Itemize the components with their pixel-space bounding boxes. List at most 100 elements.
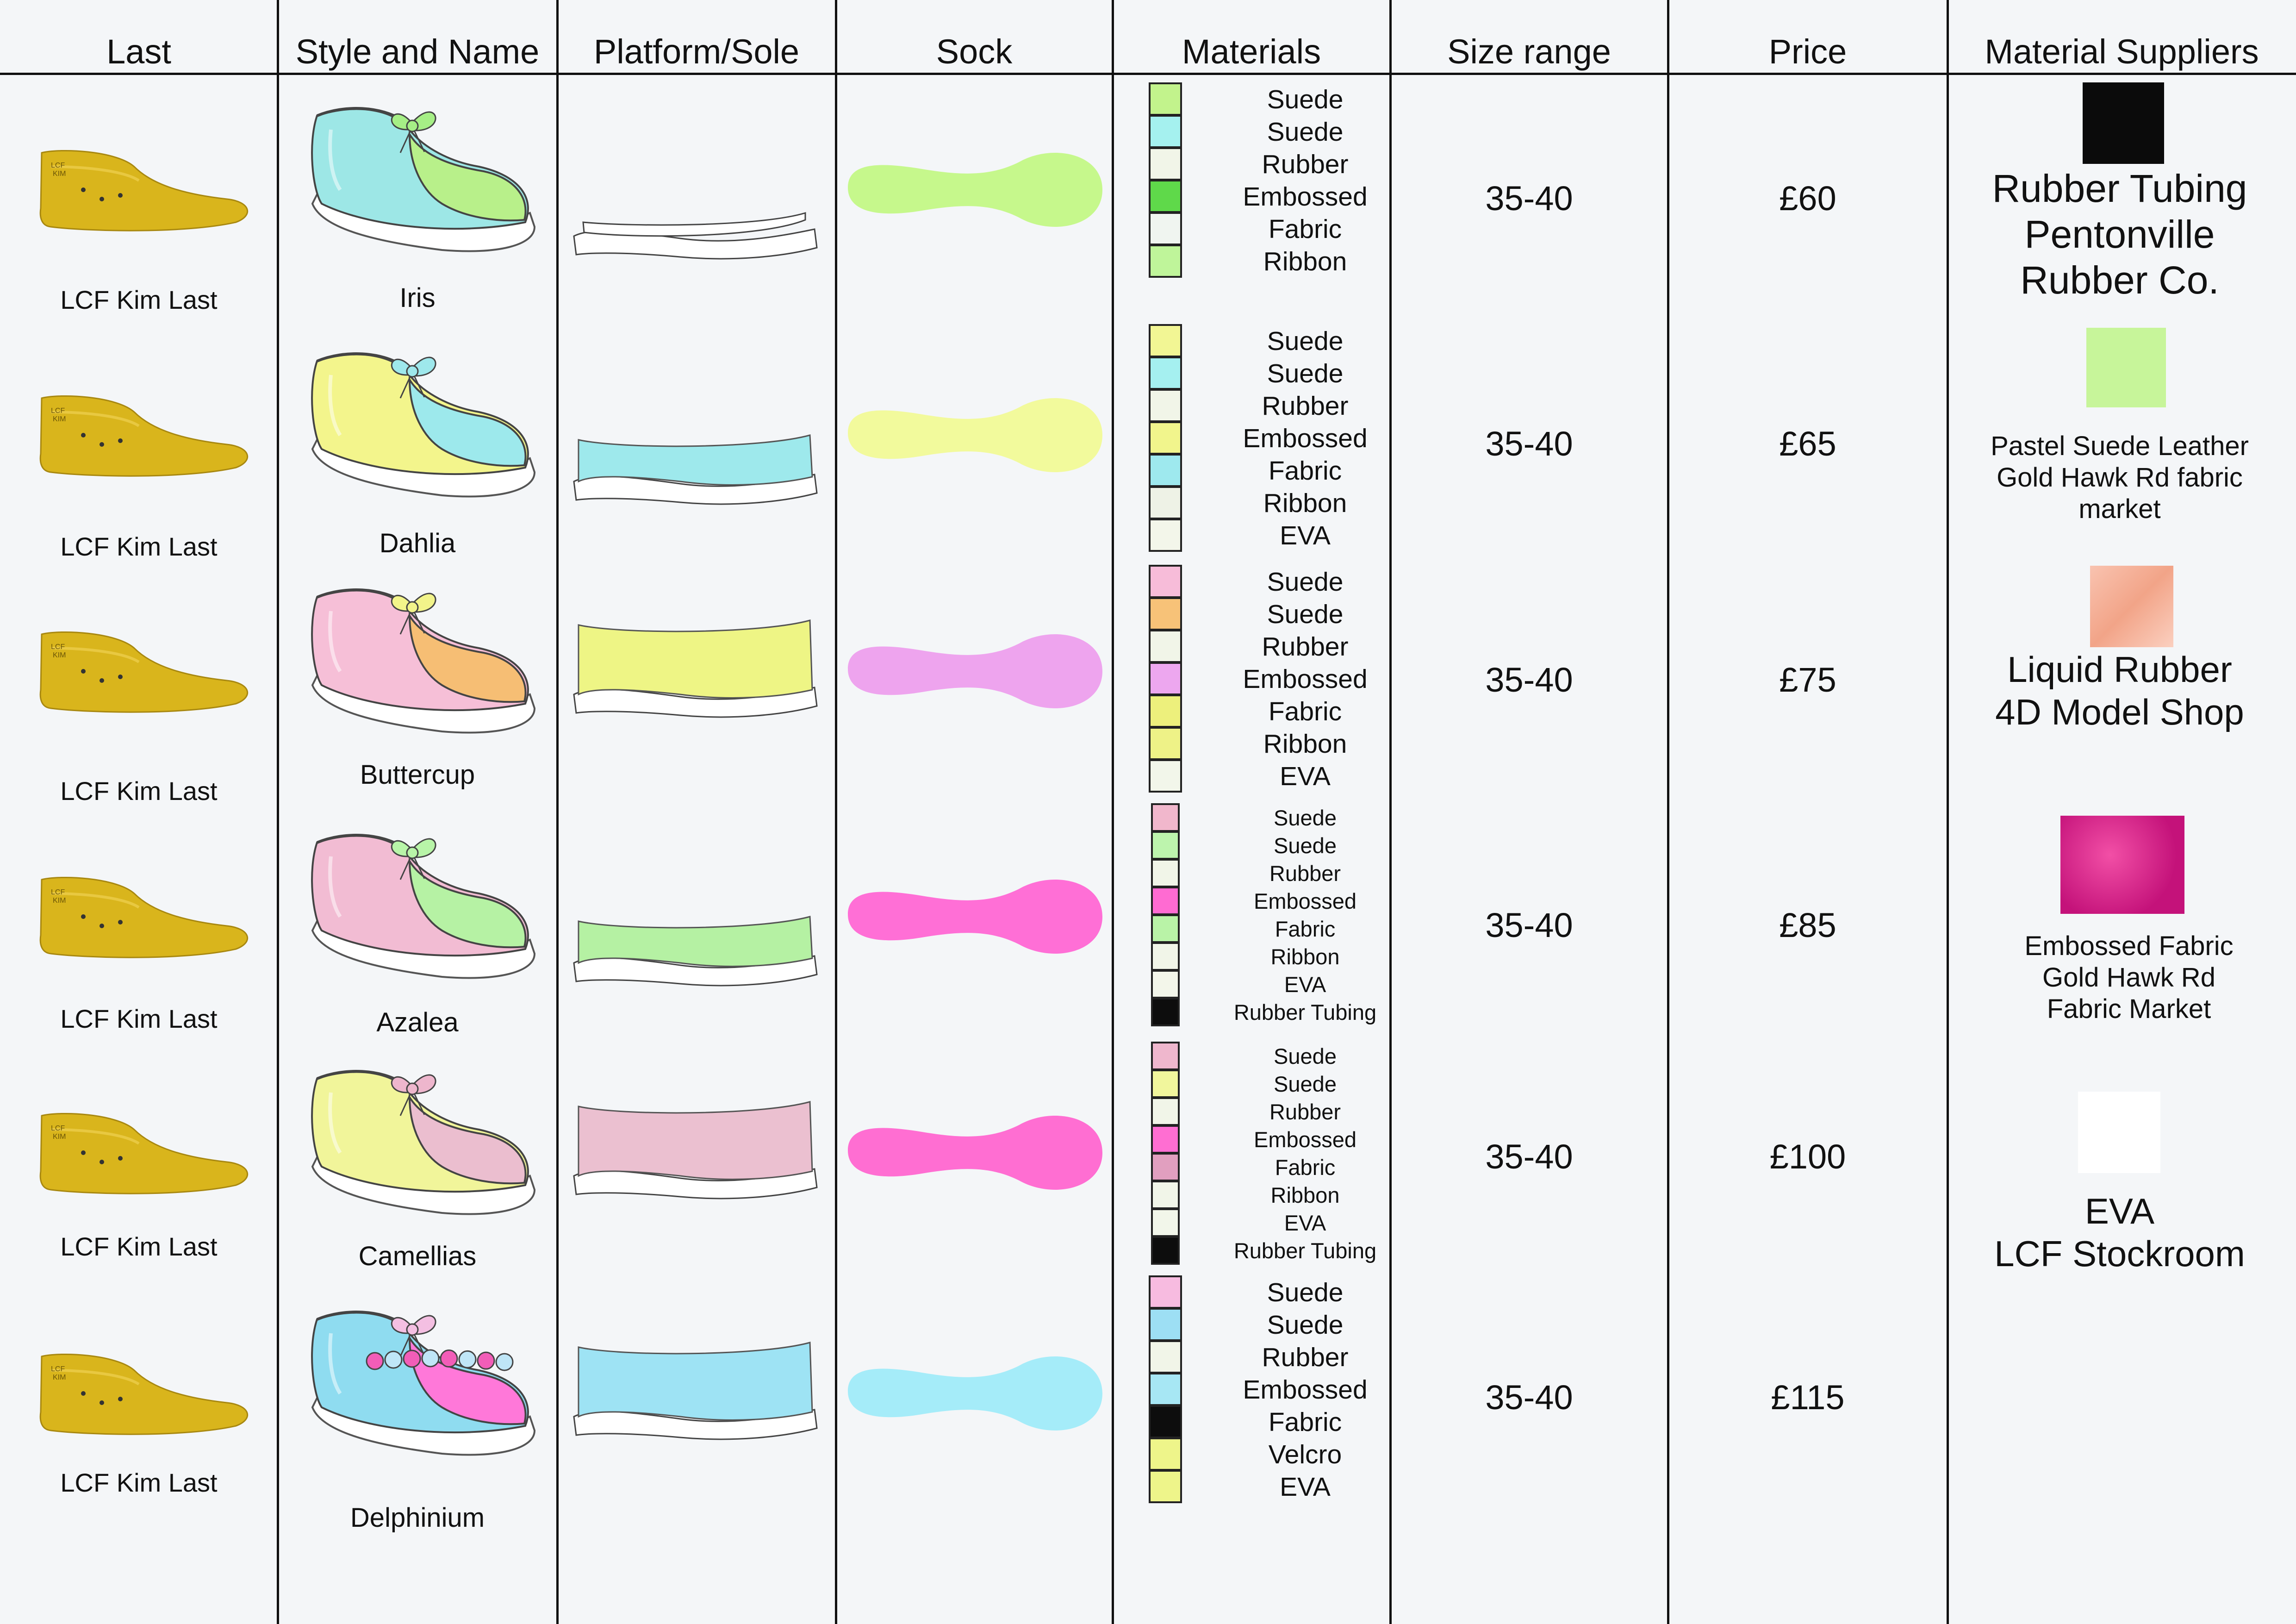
sock-image (848, 634, 1102, 708)
price: £65 (1779, 425, 1836, 463)
material-label: Rubber (1262, 632, 1349, 662)
header-materials: Materials (1182, 32, 1321, 71)
material-swatch (1151, 1153, 1180, 1181)
sock-image (848, 153, 1102, 227)
shoe-illustration-icon (311, 1311, 536, 1456)
material-label: Suede (1274, 1072, 1337, 1096)
platform-sole-icon (573, 434, 818, 505)
supplier-line: Gold Hawk Rd (2042, 962, 2215, 993)
material-swatch (1149, 115, 1182, 148)
header-last: Last (106, 32, 171, 71)
pearl-trim-image (366, 1349, 514, 1371)
svg-text:KIM: KIM (53, 1374, 66, 1381)
platform-sole-icon (573, 212, 818, 260)
material-label: Ribbon (1263, 247, 1347, 276)
material-label: Suede (1267, 1278, 1344, 1307)
supplier-line: Rubber Co. (2020, 258, 2219, 302)
sock-insole-icon (848, 1356, 1102, 1430)
price: £100 (1769, 1137, 1846, 1176)
material-swatch (1149, 727, 1182, 760)
style-name: Delphinium (350, 1503, 485, 1533)
svg-text:LCF: LCF (51, 1124, 65, 1132)
material-swatch (1149, 630, 1182, 663)
platform-sole-image (573, 212, 818, 260)
material-label: Rubber (1262, 391, 1349, 421)
material-swatch (1151, 803, 1180, 832)
shoe-illustration-icon (311, 834, 536, 979)
material-label: Suede (1274, 1044, 1337, 1068)
svg-text:LCF: LCF (51, 162, 65, 169)
platform-sole-image (573, 619, 818, 718)
white-swatch-icon (2078, 1092, 2160, 1173)
header-size: Size range (1447, 32, 1611, 71)
material-swatch (1149, 180, 1182, 213)
supplier-line: EVA (2084, 1191, 2155, 1231)
material-swatch (1151, 887, 1180, 915)
size-range: 35-40 (1485, 661, 1573, 699)
column-divider (556, 0, 559, 1624)
column-divider (1112, 0, 1114, 1624)
size-range: 35-40 (1485, 425, 1573, 463)
material-swatch (1151, 1069, 1180, 1098)
material-swatch (1149, 212, 1182, 245)
platform-sole-icon (573, 1342, 818, 1440)
material-label: Embossed (1243, 1375, 1368, 1405)
svg-text:LCF: LCF (51, 643, 65, 651)
platform-sole-image (573, 1101, 818, 1199)
material-swatch (1151, 942, 1180, 971)
supplier-text: EVA LCF Stockroom (1976, 1190, 2263, 1275)
svg-text:LCF: LCF (51, 888, 65, 896)
svg-text:LCF: LCF (51, 407, 65, 415)
material-swatch (1151, 998, 1180, 1026)
supplier-line: Rubber Tubing (1992, 167, 2247, 210)
material-swatch (1149, 694, 1182, 728)
material-swatch (1149, 82, 1182, 116)
column-divider (1667, 0, 1669, 1624)
material-swatch (1149, 244, 1182, 278)
supplier-line: Fabric Market (2047, 994, 2211, 1024)
material-swatch (1151, 1042, 1180, 1070)
shoe-illustration-icon (311, 107, 536, 252)
material-label: Ribbon (1270, 944, 1340, 969)
price: £60 (1779, 179, 1836, 218)
supplier-line: Embossed Fabric (2024, 931, 2234, 961)
material-swatch (1149, 518, 1182, 552)
svg-text:KIM: KIM (53, 651, 66, 659)
supplier-text: Pastel Suede Leather Gold Hawk Rd fabric m… (1976, 431, 2263, 525)
material-swatch (1149, 759, 1182, 793)
material-swatch (1151, 859, 1180, 887)
material-swatch (1149, 1405, 1182, 1438)
last-name: LCF Kim Last (60, 776, 218, 806)
last-name: LCF Kim Last (60, 1232, 218, 1261)
material-swatch (1149, 389, 1182, 422)
header-style: Style and Name (295, 32, 540, 71)
material-swatch (1149, 565, 1182, 598)
shoe-style-image (311, 107, 536, 252)
material-swatch (1151, 1208, 1180, 1237)
material-label: Embossed (1253, 889, 1357, 913)
supplier-line: Pentonville (2024, 212, 2215, 256)
style-name: Iris (399, 283, 436, 313)
header-divider (0, 73, 2296, 75)
svg-text:KIM: KIM (53, 415, 66, 423)
material-label: Suede (1267, 359, 1344, 388)
black-swatch-icon (2083, 82, 2164, 164)
sock-insole-icon (848, 153, 1102, 227)
sock-image (848, 880, 1102, 954)
sock-image (848, 398, 1102, 472)
material-label: Fabric (1268, 456, 1342, 486)
style-name: Buttercup (360, 760, 475, 790)
material-label: Embossed (1243, 424, 1368, 453)
header-sock: Sock (936, 32, 1013, 71)
material-label: Fabric (1268, 697, 1342, 726)
shoe-last-icon (39, 631, 249, 713)
material-swatch (1149, 1470, 1182, 1503)
shoe-last-icon (39, 1112, 249, 1194)
material-label: EVA (1284, 1211, 1326, 1235)
shoe-style-image (311, 1311, 536, 1456)
material-label: Rubber (1269, 861, 1341, 886)
